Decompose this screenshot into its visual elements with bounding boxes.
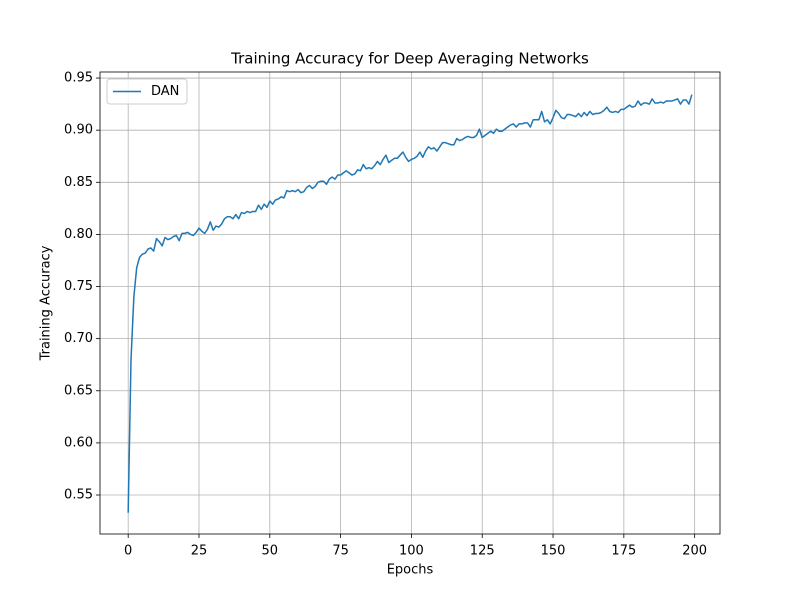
x-tick-label: 75 xyxy=(332,544,349,559)
y-tick-label: 0.70 xyxy=(64,331,93,346)
legend-label: DAN xyxy=(151,84,179,99)
y-axis-label: Training Accuracy xyxy=(39,245,54,361)
y-tick-label: 0.65 xyxy=(64,383,93,398)
legend: DAN xyxy=(106,78,188,105)
x-tick-label: 25 xyxy=(191,544,208,559)
x-tick-label: 0 xyxy=(124,544,132,559)
chart-title: Training Accuracy for Deep Averaging Net… xyxy=(230,50,589,68)
y-tick-label: 0.75 xyxy=(64,279,93,294)
y-tick-label: 0.60 xyxy=(64,435,93,450)
data-line xyxy=(127,94,693,513)
y-tick-label: 0.85 xyxy=(64,175,93,190)
y-tick-label: 0.95 xyxy=(64,71,93,86)
x-tick-label: 150 xyxy=(541,544,566,559)
plot-frame xyxy=(99,71,721,535)
x-tick-label: 125 xyxy=(470,544,495,559)
x-axis-label: Epochs xyxy=(387,563,434,578)
x-tick-label: 100 xyxy=(399,544,424,559)
legend-box xyxy=(106,78,188,105)
y-tick-label: 0.55 xyxy=(64,488,93,503)
x-tick-label: 50 xyxy=(262,544,279,559)
x-tick-label: 200 xyxy=(682,544,707,559)
y-tick-label: 0.80 xyxy=(64,227,93,242)
y-tick-label: 0.90 xyxy=(64,123,93,138)
x-tick-label: 175 xyxy=(611,544,636,559)
